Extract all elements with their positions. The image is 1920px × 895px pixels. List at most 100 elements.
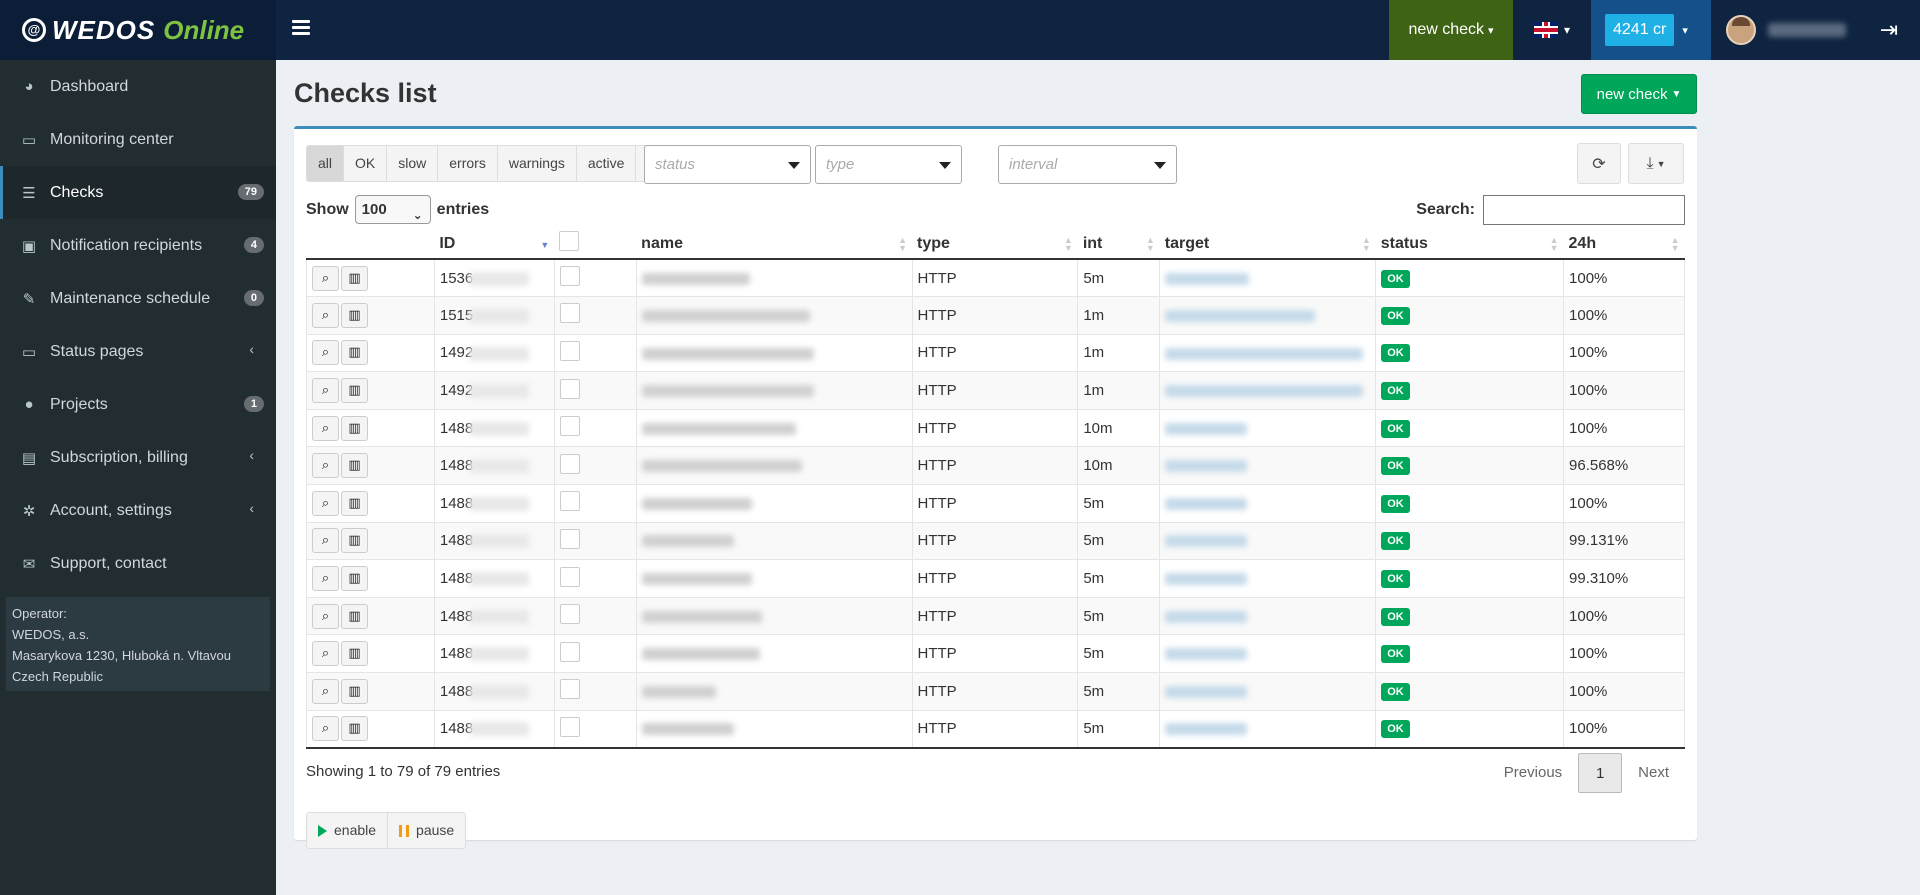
row-checkbox[interactable] [559,679,580,700]
search-icon[interactable]: ⌕ [312,490,339,516]
row-checkbox[interactable] [559,716,580,737]
bar-chart-icon[interactable]: ▥ [341,566,368,592]
redacted-target-link[interactable] [1165,610,1248,623]
table-row[interactable]: ⌕ ▥ 1488 HTTP 5m OK 99.131% [306,521,1685,561]
row-checkbox[interactable] [559,266,580,287]
sidebar-item-monitoring-center[interactable]: ▭ Monitoring center [0,113,276,166]
search-icon[interactable]: ⌕ [312,566,339,592]
search-icon[interactable]: ⌕ [312,678,339,704]
bar-chart-icon[interactable]: ▥ [341,528,368,554]
sidebar-item-projects[interactable]: ● Projects 1 [0,378,276,431]
redacted-target-link[interactable] [1165,422,1248,435]
search-icon[interactable]: ⌕ [312,453,339,479]
user-menu[interactable] [1726,0,1886,60]
sidebar-item-support-contact[interactable]: ✉ Support, contact [0,537,276,590]
redacted-target-link[interactable] [1165,347,1364,360]
sidebar-item-account-settings[interactable]: ✲ Account, settings ‹ [0,484,276,537]
filter-errors-button[interactable]: errors [438,146,498,181]
bar-chart-icon[interactable]: ▥ [341,603,368,629]
pause-button[interactable]: pause [388,813,465,848]
credit-dropdown[interactable]: 4241 cr ▾ [1591,0,1711,60]
sidebar-item-status-pages[interactable]: ▭ Status pages ‹ [0,325,276,378]
row-checkbox[interactable] [559,303,580,324]
redacted-target-link[interactable] [1165,272,1250,285]
search-icon[interactable]: ⌕ [312,378,339,404]
column-header-int[interactable]: int ▲ ▼ [1077,229,1160,260]
row-checkbox[interactable] [559,378,580,399]
redacted-target-link[interactable] [1165,309,1316,322]
filter-slow-button[interactable]: slow [387,146,439,181]
sidebar-item-notification-recipients[interactable]: ▣ Notification recipients 4 [0,219,276,272]
table-row[interactable]: ⌕ ▥ 1488 HTTP 5m OK 100% [306,634,1685,674]
column-header-type[interactable]: type ▲ ▼ [912,229,1078,260]
filter-all-button[interactable]: all [307,146,345,181]
redacted-target-link[interactable] [1165,385,1364,398]
column-header-target[interactable]: target ▲ ▼ [1159,229,1376,260]
refresh-button[interactable]: ⟳ [1577,143,1621,184]
next-page-button[interactable]: Next [1638,764,1669,781]
redacted-target-link[interactable] [1165,535,1248,548]
bar-chart-icon[interactable]: ▥ [341,678,368,704]
logo[interactable]: @ WEDOS Online [0,0,276,60]
checks-table-wrapper[interactable]: ID ▼ name ▲ ▼ type ▲ ▼ int ▲ ▼ target ▲ ▼ status ▲… [306,229,1685,749]
export-button[interactable]: ⤓ ▼ [1628,143,1684,184]
bar-chart-icon[interactable]: ▥ [341,340,368,366]
bar-chart-icon[interactable]: ▥ [341,641,368,667]
redacted-target-link[interactable] [1165,497,1248,510]
status-select[interactable]: status [644,145,811,184]
column-header-24h[interactable]: 24h ▲ ▼ [1563,229,1685,260]
new-check-button[interactable]: new check ▼ [1581,74,1697,114]
table-row[interactable]: ⌕ ▥ 1536 HTTP 5m OK 100% [306,258,1685,298]
filter-active-button[interactable]: active [577,146,637,181]
column-header-status[interactable]: status ▲ ▼ [1375,229,1564,260]
search-icon[interactable]: ⌕ [312,716,339,742]
table-row[interactable]: ⌕ ▥ 1488 HTTP 10m OK 100% [306,408,1685,448]
search-icon[interactable]: ⌕ [312,340,339,366]
table-row[interactable]: ⌕ ▥ 1515 HTTP 1m OK 100% [306,296,1685,335]
row-checkbox[interactable] [559,453,580,474]
row-checkbox[interactable] [559,491,580,512]
filter-warnings-button[interactable]: warnings [498,146,577,181]
logout-icon[interactable]: ⇥ [1879,17,1899,42]
language-dropdown[interactable]: ▾ [1513,0,1591,60]
redacted-target-link[interactable] [1165,685,1248,698]
table-row[interactable]: ⌕ ▥ 1488 HTTP 5m OK 99.310% [306,559,1685,598]
bar-chart-icon[interactable]: ▥ [341,490,368,516]
search-input[interactable] [1483,195,1685,225]
column-header-id[interactable]: ID ▼ [434,229,555,260]
row-checkbox[interactable] [559,416,580,437]
enable-button[interactable]: enable [307,813,389,848]
redacted-target-link[interactable] [1165,460,1248,473]
page-length-select[interactable]: 100 ⌄ [354,195,431,224]
sidebar-item-subscription-billing[interactable]: ▤ Subscription, billing ‹ [0,431,276,484]
previous-page-button[interactable]: Previous [1503,764,1563,781]
bar-chart-icon[interactable]: ▥ [341,265,368,291]
sidebar-item-dashboard[interactable]: ◕ Dashboard [0,60,276,113]
search-icon[interactable]: ⌕ [312,265,339,291]
search-icon[interactable]: ⌕ [312,415,339,441]
row-checkbox[interactable] [559,641,580,662]
search-icon[interactable]: ⌕ [312,302,339,328]
table-row[interactable]: ⌕ ▥ 1488 HTTP 10m OK 96.568% [306,446,1685,486]
type-select[interactable]: type [815,145,962,184]
filter-ok-button[interactable]: OK [344,146,388,181]
menu-toggle-icon[interactable] [292,20,310,40]
bar-chart-icon[interactable]: ▥ [341,378,368,404]
bar-chart-icon[interactable]: ▥ [341,453,368,479]
bar-chart-icon[interactable]: ▥ [341,716,368,742]
bar-chart-icon[interactable]: ▥ [341,302,368,328]
current-page-button[interactable]: 1 [1578,753,1623,793]
row-checkbox[interactable] [559,604,580,625]
table-row[interactable]: ⌕ ▥ 1488 HTTP 5m OK 100% [306,484,1685,523]
select-all-checkbox[interactable] [559,231,580,251]
search-icon[interactable]: ⌕ [312,641,339,667]
redacted-target-link[interactable] [1165,648,1248,661]
header-new-check-dropdown[interactable]: new check ▾ [1389,0,1513,60]
row-checkbox[interactable] [559,528,580,549]
table-row[interactable]: ⌕ ▥ 1492 HTTP 1m OK 100% [306,333,1685,373]
redacted-target-link[interactable] [1165,723,1248,736]
row-checkbox[interactable] [559,340,580,361]
interval-select[interactable]: interval [998,145,1177,184]
table-row[interactable]: ⌕ ▥ 1488 HTTP 5m OK 100% [306,596,1685,636]
bar-chart-icon[interactable]: ▥ [341,415,368,441]
